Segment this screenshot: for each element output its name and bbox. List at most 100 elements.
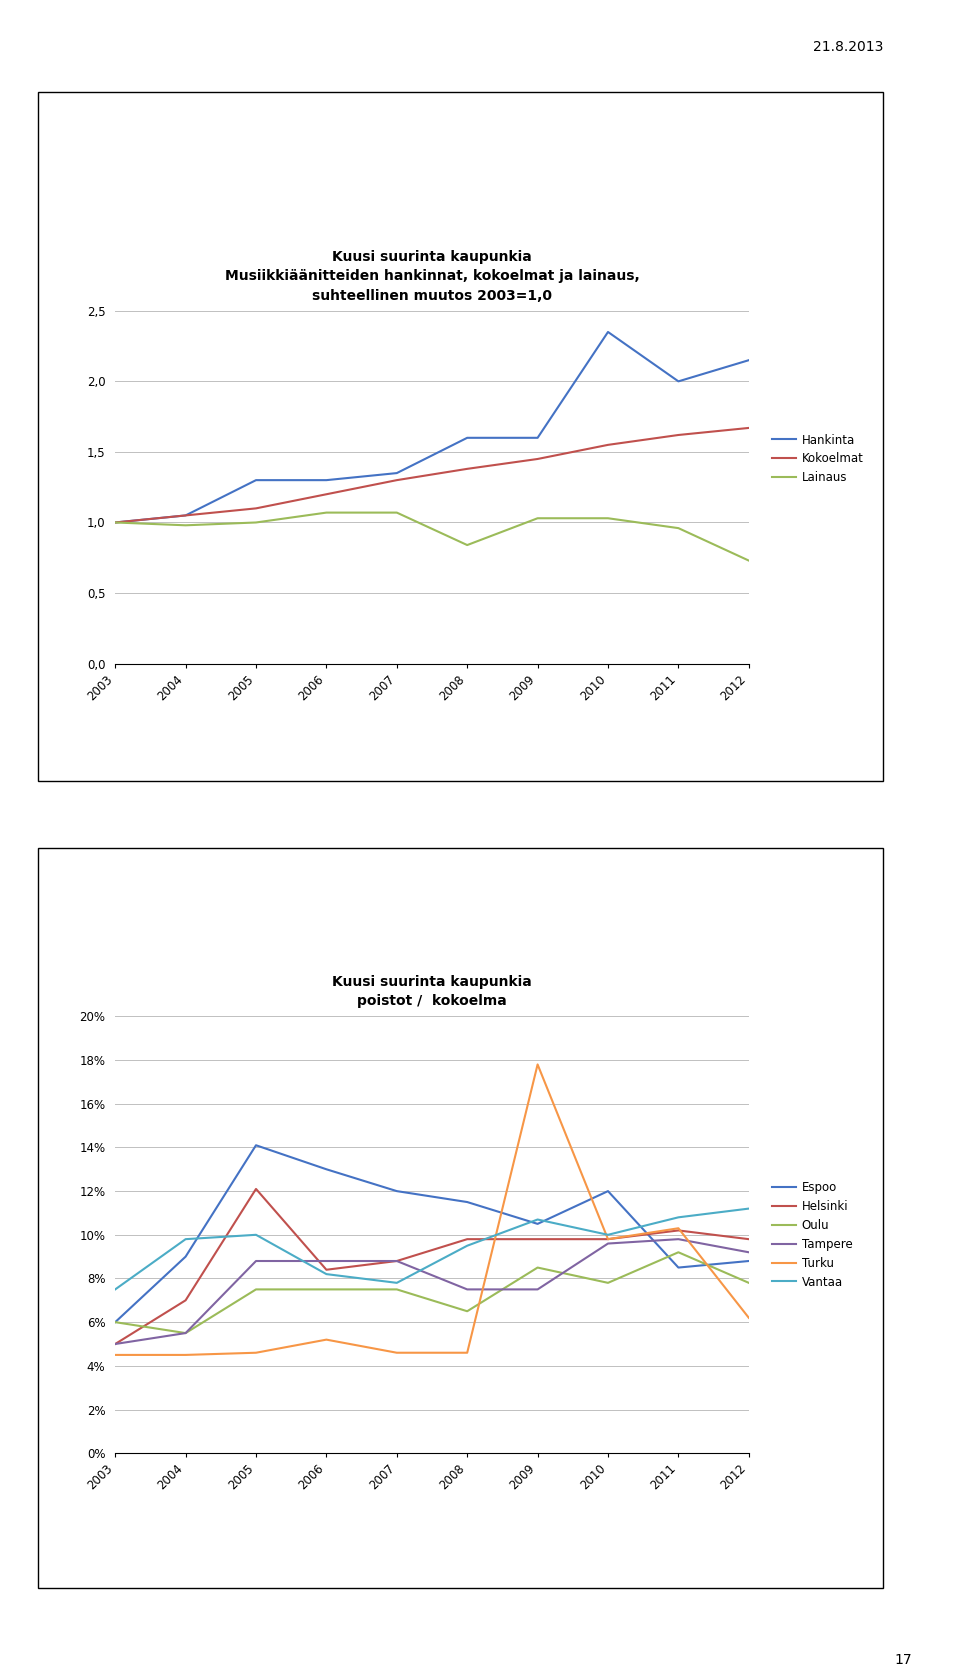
Vantaa — [462, 1236, 473, 1257]
Kokoelmat — [673, 425, 684, 445]
Tampere — [321, 1252, 332, 1272]
Helsinki — [602, 1230, 613, 1250]
Helsinki — [462, 1230, 473, 1250]
Espoo — [251, 1136, 262, 1156]
Vantaa — [180, 1230, 191, 1250]
Line: Kokoelmat: Kokoelmat — [115, 428, 749, 522]
Espoo — [673, 1257, 684, 1277]
Title: Kuusi suurinta kaupunkia
poistot /  kokoelma: Kuusi suurinta kaupunkia poistot / kokoe… — [332, 974, 532, 1008]
Kokoelmat — [391, 470, 402, 491]
Lainaus — [321, 502, 332, 522]
Turku — [602, 1230, 613, 1250]
Vantaa — [251, 1225, 262, 1245]
Helsinki — [251, 1179, 262, 1200]
Turku — [251, 1342, 262, 1362]
Turku — [321, 1329, 332, 1349]
Vantaa — [109, 1280, 121, 1300]
Lainaus — [391, 502, 402, 522]
Vantaa — [673, 1208, 684, 1228]
Espoo — [532, 1213, 543, 1233]
Kokoelmat — [532, 449, 543, 469]
Legend: Espoo, Helsinki, Oulu, Tampere, Turku, Vantaa: Espoo, Helsinki, Oulu, Tampere, Turku, V… — [767, 1176, 857, 1294]
Lainaus — [673, 517, 684, 538]
Vantaa — [321, 1263, 332, 1284]
Vantaa — [532, 1210, 543, 1230]
Lainaus — [743, 551, 755, 571]
Hankinta — [673, 371, 684, 391]
Oulu — [673, 1242, 684, 1262]
Kokoelmat — [109, 512, 121, 533]
Kokoelmat — [321, 484, 332, 504]
Oulu — [251, 1280, 262, 1300]
Text: 21.8.2013: 21.8.2013 — [813, 40, 883, 54]
Tampere — [743, 1242, 755, 1262]
Line: Vantaa: Vantaa — [115, 1208, 749, 1290]
Helsinki — [673, 1220, 684, 1240]
Text: 17: 17 — [895, 1653, 912, 1667]
Espoo — [602, 1181, 613, 1201]
Helsinki — [321, 1260, 332, 1280]
Hankinta — [602, 323, 613, 343]
Line: Oulu: Oulu — [115, 1252, 749, 1334]
Tampere — [602, 1233, 613, 1253]
Oulu — [532, 1257, 543, 1277]
Turku — [743, 1307, 755, 1327]
Oulu — [109, 1312, 121, 1332]
Tampere — [391, 1252, 402, 1272]
Kokoelmat — [462, 459, 473, 479]
Legend: Hankinta, Kokoelmat, Lainaus: Hankinta, Kokoelmat, Lainaus — [767, 428, 868, 489]
Turku — [391, 1342, 402, 1362]
Espoo — [109, 1312, 121, 1332]
Hankinta — [321, 470, 332, 491]
Title: Kuusi suurinta kaupunkia
Musiikkiäänitteiden hankinnat, kokoelmat ja lainaus,
su: Kuusi suurinta kaupunkia Musiikkiäänitte… — [225, 250, 639, 302]
Oulu — [743, 1273, 755, 1294]
Turku — [109, 1344, 121, 1364]
Tampere — [180, 1324, 191, 1344]
Tampere — [673, 1230, 684, 1250]
Vantaa — [602, 1225, 613, 1245]
Espoo — [743, 1252, 755, 1272]
Espoo — [321, 1159, 332, 1179]
Oulu — [391, 1280, 402, 1300]
Tampere — [462, 1280, 473, 1300]
Vantaa — [743, 1198, 755, 1218]
Hankinta — [743, 349, 755, 370]
Lainaus — [602, 507, 613, 528]
Hankinta — [462, 428, 473, 449]
Hankinta — [251, 470, 262, 491]
Turku — [180, 1344, 191, 1364]
Kokoelmat — [602, 435, 613, 455]
Helsinki — [180, 1290, 191, 1310]
Vantaa — [391, 1273, 402, 1294]
Lainaus — [109, 512, 121, 533]
Line: Tampere: Tampere — [115, 1240, 749, 1344]
Tampere — [251, 1252, 262, 1272]
Hankinta — [532, 428, 543, 449]
Helsinki — [743, 1230, 755, 1250]
Tampere — [532, 1280, 543, 1300]
Oulu — [180, 1324, 191, 1344]
Oulu — [321, 1280, 332, 1300]
Line: Espoo: Espoo — [115, 1146, 749, 1322]
Hankinta — [109, 512, 121, 533]
Helsinki — [391, 1252, 402, 1272]
Espoo — [391, 1181, 402, 1201]
Helsinki — [109, 1334, 121, 1354]
Hankinta — [391, 464, 402, 484]
Turku — [462, 1342, 473, 1362]
Kokoelmat — [180, 506, 191, 526]
Line: Lainaus: Lainaus — [115, 512, 749, 561]
Line: Hankinta: Hankinta — [115, 333, 749, 522]
Lainaus — [532, 507, 543, 528]
Kokoelmat — [251, 499, 262, 519]
Line: Turku: Turku — [115, 1065, 749, 1354]
Espoo — [462, 1193, 473, 1213]
Helsinki — [532, 1230, 543, 1250]
Hankinta — [180, 506, 191, 526]
Espoo — [180, 1247, 191, 1267]
Lainaus — [251, 512, 262, 533]
Line: Helsinki: Helsinki — [115, 1189, 749, 1344]
Lainaus — [462, 534, 473, 554]
Turku — [673, 1218, 684, 1238]
Turku — [532, 1055, 543, 1075]
